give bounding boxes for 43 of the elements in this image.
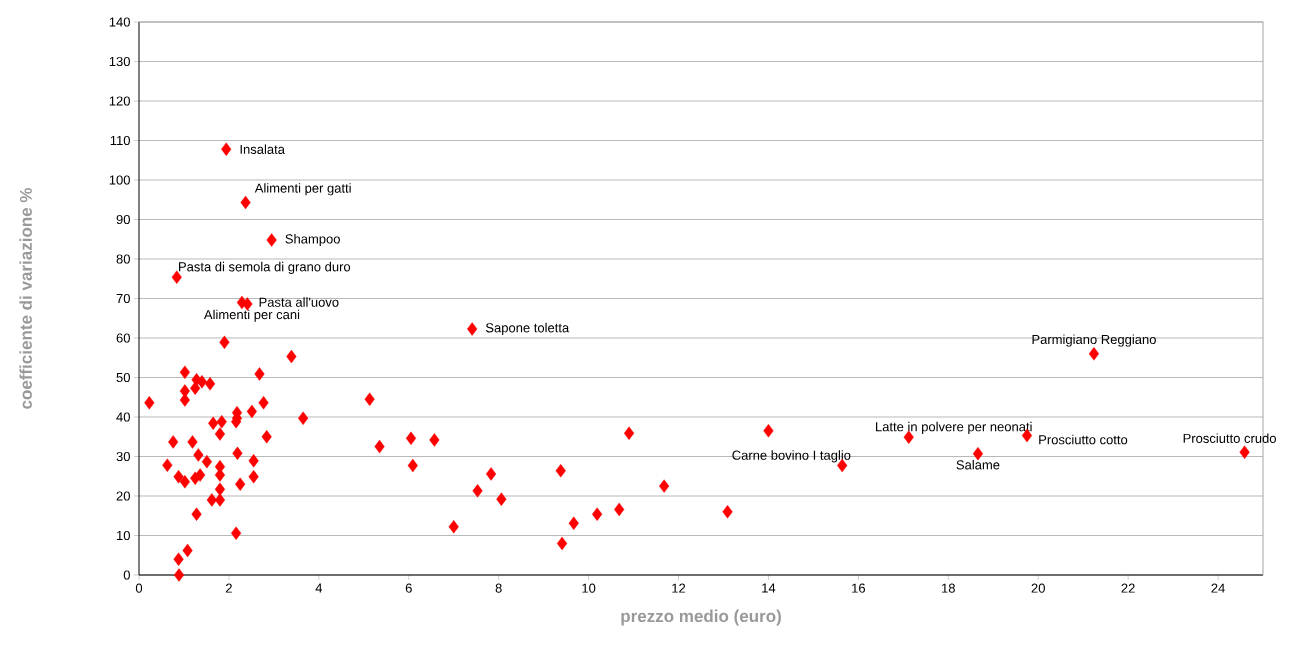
y-tick-label: 100 bbox=[109, 175, 130, 185]
annotation: Prosciutto crudo bbox=[1183, 433, 1276, 443]
y-tick-label: 30 bbox=[116, 451, 130, 462]
y-tick-label: 120 bbox=[109, 96, 130, 106]
x-tick-label: 18 bbox=[942, 583, 955, 593]
x-tick-label: 4 bbox=[315, 583, 323, 593]
y-tick-label: 140 bbox=[109, 17, 130, 27]
y-tick-label: 50 bbox=[116, 372, 130, 383]
x-axis-title: prezzo medio (euro) bbox=[621, 609, 781, 626]
x-tick-label: 20 bbox=[1031, 583, 1045, 593]
x-tick-label: 14 bbox=[762, 583, 776, 593]
x-tick-label: 24 bbox=[1211, 583, 1225, 593]
y-tick-label: 70 bbox=[116, 293, 130, 304]
y-tick-label: 10 bbox=[117, 530, 130, 541]
x-tick-label: 8 bbox=[495, 583, 502, 593]
y-tick-label: 110 bbox=[110, 135, 130, 146]
annotation: Alimenti per gatti bbox=[254, 183, 351, 196]
y-tick-label: 60 bbox=[116, 333, 130, 343]
y-tick-label: 0 bbox=[123, 570, 130, 580]
annotation: Sapone toletta bbox=[485, 322, 570, 335]
annotation: Shampoo bbox=[285, 233, 340, 247]
y-tick-label: 40 bbox=[116, 412, 130, 422]
annotation: Salame bbox=[956, 459, 1000, 470]
annotation: Pasta di semola di grano duro bbox=[179, 261, 351, 274]
x-tick-label: 6 bbox=[405, 583, 412, 593]
y-tick-label: 90 bbox=[116, 214, 130, 225]
x-tick-label: 0 bbox=[135, 583, 143, 593]
y-tick-label: 80 bbox=[116, 254, 130, 264]
annotation: Pasta all'uovo bbox=[259, 297, 339, 307]
y-tick-label: 130 bbox=[109, 56, 130, 67]
x-tick-label: 16 bbox=[852, 583, 866, 593]
x-tick-label: 12 bbox=[672, 583, 686, 593]
y-axis-title: coefficiente di variazione % bbox=[19, 187, 32, 409]
annotation: Alimenti per cani bbox=[203, 309, 300, 322]
annotation: Carne bovino I taglio bbox=[732, 450, 851, 463]
annotation: Prosciutto cotto bbox=[1039, 434, 1128, 445]
x-tick-label: 2 bbox=[225, 583, 232, 593]
x-tick-label: 10 bbox=[582, 583, 596, 593]
x-tick-label: 22 bbox=[1121, 583, 1135, 593]
y-tick-label: 20 bbox=[116, 491, 130, 501]
annotation: Latte in polvere per neonati bbox=[876, 421, 1032, 434]
annotation: Insalata bbox=[240, 144, 285, 154]
annotation: Parmigiano Reggiano bbox=[1032, 334, 1156, 347]
